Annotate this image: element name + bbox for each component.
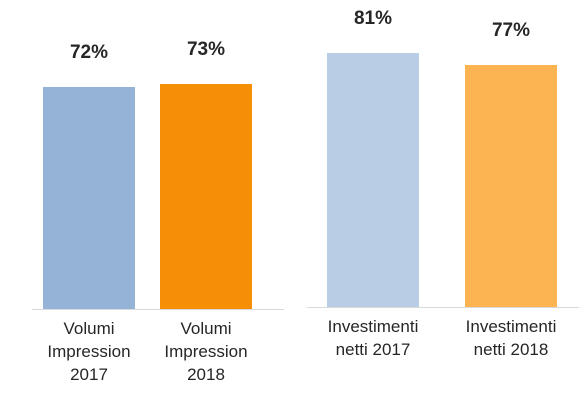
x-tick-label: Volumi Impression 2018 [164,319,248,384]
bar [160,84,252,309]
value-label: 73% [186,39,226,61]
x-tick-label: Investimenti netti 2018 [465,317,557,359]
x-tick-label: Investimenti netti 2017 [327,317,419,359]
bar [327,52,419,307]
chart: 72% Volumi Impression 2017 73% Volumi Impre… [32,0,284,401]
bar [43,87,135,309]
value-label: 72% [69,42,109,64]
chart: 81% Investimenti netti 2017 77% Investiment… [307,0,579,401]
bar [465,65,557,307]
x-axis-line [307,307,579,308]
x-axis-line [32,309,284,310]
x-tick-label: Volumi Impression 2017 [47,319,131,384]
value-label: 81% [353,7,393,29]
value-label: 77% [491,20,531,42]
